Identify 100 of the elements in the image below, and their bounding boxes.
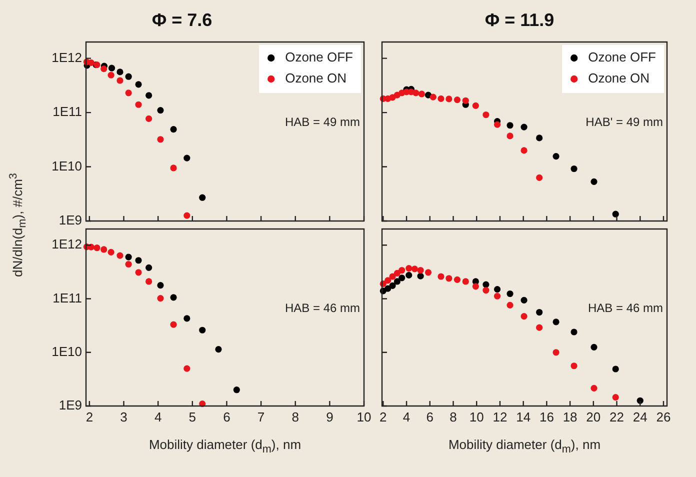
- point: [108, 248, 114, 256]
- point: [536, 324, 543, 331]
- point: [424, 269, 432, 276]
- x-tick-label: 20: [586, 409, 601, 424]
- point: [398, 266, 406, 274]
- point: [384, 277, 392, 284]
- point: [438, 273, 444, 280]
- point: [389, 273, 396, 280]
- point: [494, 121, 501, 128]
- point: [552, 153, 560, 160]
- point: [412, 90, 420, 96]
- point: [446, 275, 452, 282]
- point: [170, 126, 177, 133]
- point: [398, 274, 406, 282]
- point: [536, 134, 543, 142]
- x-tick-label: 10: [356, 409, 372, 424]
- point: [184, 154, 190, 162]
- y-tick-label: 1E9: [58, 212, 82, 228]
- x-tick-label: 2: [380, 409, 387, 424]
- point: [424, 92, 432, 98]
- point: [506, 290, 514, 298]
- point: [462, 97, 469, 104]
- x-tick-label: 9: [326, 409, 334, 424]
- point: [520, 313, 528, 320]
- x-tick-label: 14: [516, 409, 531, 424]
- point: [418, 90, 426, 98]
- point: [100, 66, 108, 72]
- point: [438, 95, 444, 102]
- point: [536, 174, 543, 181]
- point: [506, 122, 514, 129]
- point: [590, 344, 598, 350]
- point: [406, 264, 412, 272]
- point: [108, 64, 116, 72]
- point: [411, 266, 418, 272]
- point: [462, 278, 469, 285]
- legend-label: Ozone OFF: [285, 50, 354, 65]
- legend-label: Ozone OFF: [588, 50, 656, 65]
- point: [125, 254, 132, 260]
- point: [612, 210, 619, 218]
- point: [116, 68, 124, 76]
- x-tick-label: 24: [632, 409, 648, 424]
- point: [384, 285, 392, 292]
- point: [506, 302, 514, 308]
- point: [536, 308, 543, 316]
- point: [506, 132, 514, 140]
- point: [146, 115, 152, 122]
- point: [482, 281, 490, 288]
- point: [146, 92, 152, 99]
- y-tick-label: 1E10: [52, 344, 82, 359]
- x-tick-label: 4: [402, 409, 410, 424]
- point: [157, 136, 164, 143]
- point: [520, 147, 528, 154]
- point: [494, 292, 501, 300]
- point: [125, 260, 132, 268]
- point: [157, 107, 164, 114]
- point: [590, 178, 598, 186]
- point: [570, 328, 578, 336]
- point: [570, 362, 578, 370]
- x-tick-label: 18: [562, 409, 578, 424]
- point: [125, 73, 132, 80]
- point: [430, 94, 436, 100]
- point: [472, 283, 479, 290]
- point: [417, 266, 424, 274]
- point: [612, 366, 619, 372]
- point: [454, 276, 461, 283]
- annotation: HAB = 49 mm: [284, 114, 360, 129]
- point: [116, 252, 124, 259]
- x-tick-label: 6: [426, 409, 434, 424]
- point: [146, 278, 152, 285]
- point: [135, 101, 142, 108]
- x-tick-label: 10: [469, 409, 484, 424]
- x-tick-label: 2: [86, 409, 94, 424]
- point: [406, 272, 412, 279]
- point: [170, 321, 177, 328]
- point: [157, 295, 164, 302]
- point: [116, 77, 124, 84]
- point: [88, 59, 94, 66]
- chart-title: Φ = 11.9: [484, 10, 554, 30]
- point: [125, 90, 132, 96]
- point: [233, 386, 240, 394]
- annotation: HAB = 46 mm: [284, 300, 360, 315]
- point: [135, 81, 142, 88]
- point: [494, 286, 501, 293]
- y-tick-label: 1E12: [52, 236, 82, 252]
- point: [612, 394, 619, 401]
- point: [135, 257, 142, 264]
- point: [108, 72, 114, 78]
- point: [590, 384, 598, 392]
- point: [394, 270, 400, 276]
- point: [417, 272, 424, 280]
- point: [570, 165, 578, 172]
- point: [170, 164, 177, 172]
- y-tick-label: 1E9: [58, 398, 82, 413]
- y-tick-label: 1E11: [52, 290, 82, 306]
- point: [146, 264, 152, 271]
- y-tick-label: 1E11: [52, 104, 82, 120]
- point: [170, 294, 177, 301]
- x-tick-label: 6: [223, 409, 230, 424]
- point: [184, 315, 190, 322]
- point: [394, 278, 400, 285]
